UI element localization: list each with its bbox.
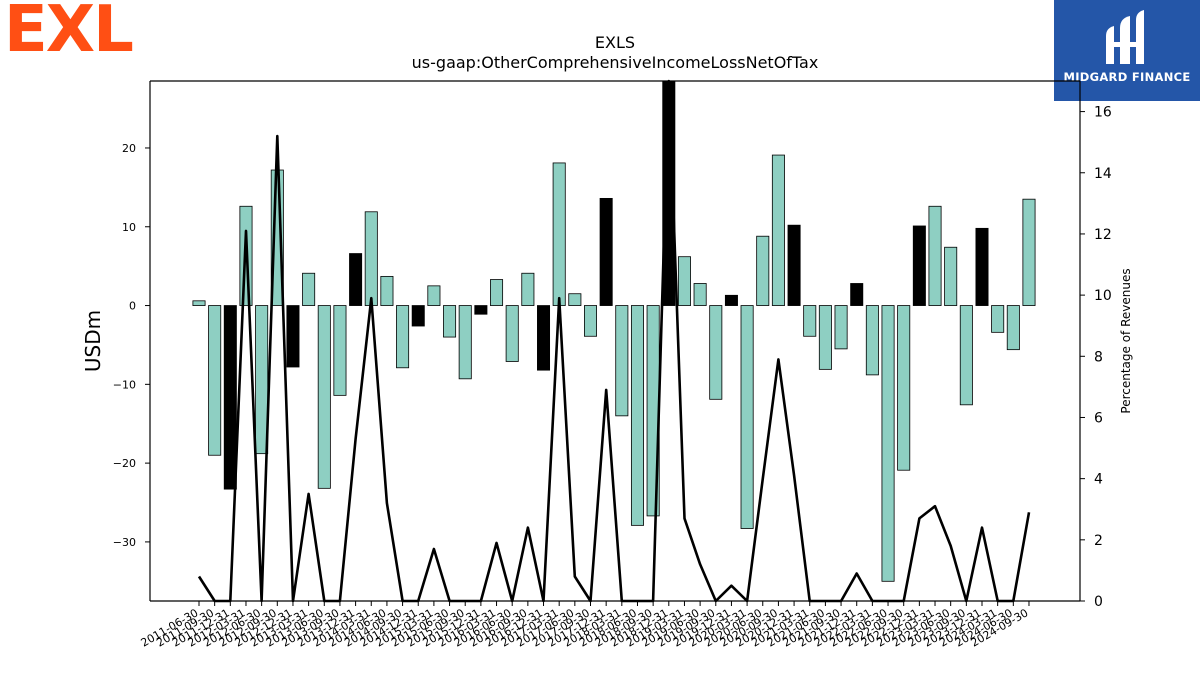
- bar-2022-03-31: [865, 305, 879, 376]
- bar-2011-12-31: [223, 305, 237, 490]
- y2-tick-label: 2: [1094, 533, 1103, 549]
- y2-axis-label: Percentage of Revenues: [1119, 268, 1133, 413]
- bar-2014-09-30: [396, 305, 410, 369]
- bar-2020-09-30: [771, 154, 785, 306]
- bar-2013-09-30: [333, 305, 347, 396]
- y-tick-label: 0: [129, 300, 136, 313]
- bar-2013-12-31: [349, 253, 363, 306]
- bar-2015-12-31: [474, 305, 488, 315]
- bar-2023-09-30: [959, 305, 973, 406]
- bar-2016-12-31: [537, 305, 551, 371]
- bar-2017-12-31: [599, 197, 613, 306]
- midgard-finance-logo: MIDGARD FINANCE: [1054, 0, 1200, 101]
- bar-2014-06-30: [380, 275, 394, 306]
- y-tick-label: 10: [122, 221, 136, 234]
- y2-tick-label: 12: [1094, 227, 1112, 243]
- bar-2024-09-30: [1022, 198, 1036, 306]
- midgard-brand-label: MIDGARD FINANCE: [1063, 70, 1191, 84]
- y-tick-label: −30: [113, 536, 136, 549]
- chart-subtitle: us-gaap:OtherComprehensiveIncomeLossNetO…: [411, 53, 819, 72]
- bar-2021-03-31: [803, 305, 817, 337]
- axes-group: −30−20−100102002468101214162011-06-30201…: [81, 80, 1133, 650]
- bar-2020-06-30: [756, 235, 770, 306]
- bar-2020-03-31: [740, 305, 754, 529]
- bar-2018-03-31: [615, 305, 629, 417]
- bar-2012-12-31: [286, 305, 300, 368]
- bar-2022-09-30: [897, 305, 911, 471]
- y-tick-label: −20: [113, 457, 136, 470]
- bar-2014-03-31: [364, 211, 378, 306]
- midgard-logo-icon: [1106, 10, 1144, 64]
- bar-2024-03-31: [991, 305, 1005, 333]
- y-axis-label: USDm: [81, 310, 105, 372]
- y2-tick-label: 14: [1094, 166, 1112, 182]
- bar-2017-06-30: [568, 293, 582, 306]
- bar-2023-12-31: [975, 227, 989, 306]
- bar-2016-06-30: [505, 305, 519, 362]
- bar-2022-12-31: [912, 225, 926, 306]
- bar-2013-06-30: [317, 305, 331, 489]
- bar-2021-09-30: [834, 305, 848, 350]
- y2-tick-label: 16: [1094, 105, 1112, 121]
- exl-logo: EXL: [4, 0, 134, 67]
- chart-title: EXLS: [594, 33, 636, 52]
- bar-2023-03-31: [928, 205, 942, 306]
- y2-tick-label: 4: [1094, 472, 1103, 488]
- bar-2011-06-30: [192, 300, 206, 306]
- y2-tick-label: 6: [1094, 410, 1103, 426]
- bar-2011-09-30: [208, 305, 222, 456]
- bar-2018-06-30: [630, 305, 644, 526]
- bar-2015-03-31: [427, 285, 441, 306]
- bar-2015-09-30: [458, 305, 472, 380]
- bar-2014-12-31: [411, 305, 425, 327]
- bar-2022-06-30: [881, 305, 895, 582]
- bar-2024-06-30: [1006, 305, 1020, 351]
- bar-2013-03-31: [302, 272, 316, 306]
- bar-2019-06-30: [693, 283, 707, 306]
- bar-2017-09-30: [584, 305, 598, 337]
- bar-2019-09-30: [709, 305, 723, 400]
- bar-2021-12-31: [850, 283, 864, 306]
- bar-2016-09-30: [521, 272, 535, 306]
- bar-2017-03-31: [552, 162, 566, 306]
- bar-2015-06-30: [443, 305, 457, 338]
- bar-2012-06-30: [255, 305, 269, 455]
- y2-tick-label: 0: [1094, 594, 1103, 610]
- bar-2021-06-30: [818, 305, 832, 370]
- bar-2020-12-31: [787, 224, 801, 306]
- y2-tick-label: 8: [1094, 349, 1103, 365]
- y-tick-label: 20: [122, 142, 136, 155]
- bar-2023-06-30: [944, 246, 958, 306]
- bar-2016-03-31: [490, 279, 504, 306]
- bar-2019-12-31: [724, 294, 738, 306]
- bar-2019-03-31: [677, 256, 691, 306]
- y2-tick-label: 10: [1094, 288, 1112, 304]
- y-tick-label: −10: [113, 378, 136, 391]
